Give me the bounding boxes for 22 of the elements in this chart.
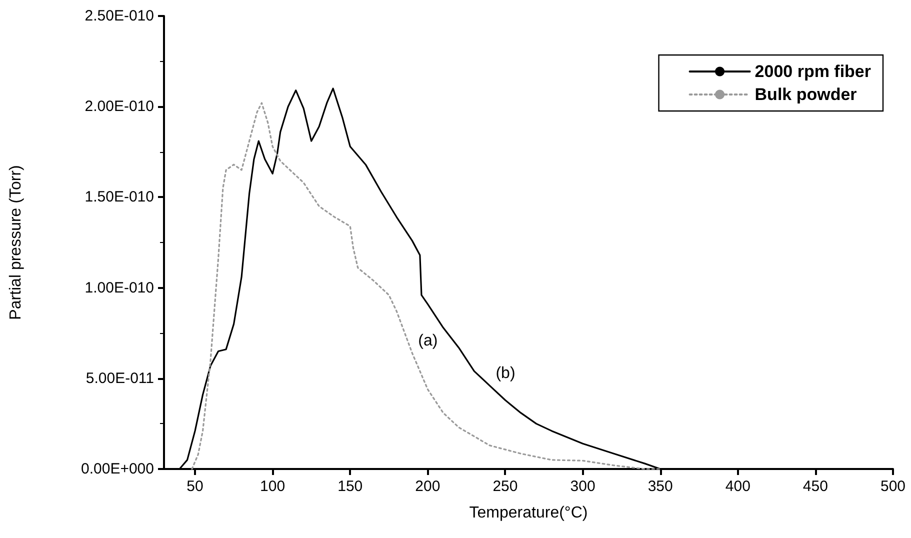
annotation: (b) [496,365,516,382]
x-tick-label: 400 [725,478,750,495]
x-tick-label: 150 [338,478,363,495]
legend-label: 2000 rpm fiber [754,62,872,81]
x-tick-label: 350 [648,478,673,495]
y-tick-label: 1.50E-010 [84,188,154,206]
x-axis-title: Temperature(°C) [469,504,588,522]
annotation: (a) [418,332,438,350]
x-tick-label: 300 [570,478,596,495]
y-axis-title: Partial pressure (Torr) [8,165,24,320]
y-tick-label: 2.00E-010 [84,98,154,116]
y-tick-label: 1.00E-010 [84,279,154,296]
x-tick-label: 50 [186,478,204,495]
y-tick-label: 2.50E-010 [84,8,154,24]
x-tick-label: 200 [415,478,440,495]
x-tick-label: 450 [802,478,828,495]
x-tick-label: 100 [260,478,286,495]
x-tick-label: 250 [492,478,518,495]
y-tick-label: 0.00E+000 [81,460,154,478]
legend-label: Bulk powder [754,85,858,104]
x-tick-label: 500 [880,478,906,495]
y-tick-label: 5.00E-011 [86,370,154,387]
